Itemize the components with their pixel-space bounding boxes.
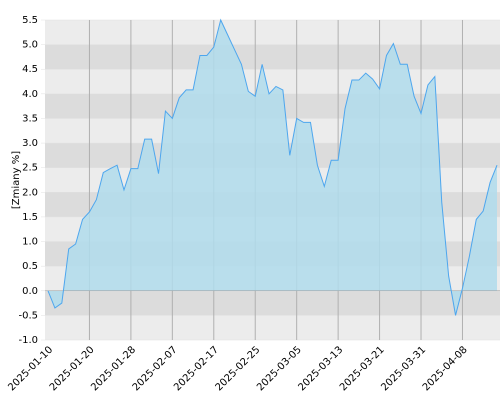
- y-tick-label: 0.5: [22, 261, 38, 272]
- y-tick-label: 1.5: [22, 212, 38, 223]
- y-tick-label: 5.0: [22, 40, 38, 51]
- y-tick-label: 2.5: [22, 163, 38, 174]
- grid-band: [45, 44, 500, 70]
- y-tick-label: 2.0: [22, 187, 38, 198]
- grid-band: [45, 290, 500, 316]
- grid-band: [45, 20, 500, 45]
- y-tick-label: -0.5: [18, 310, 38, 321]
- y-tick-label: 3.0: [22, 138, 38, 149]
- y-tick-label: 4.5: [22, 64, 38, 75]
- y-tick-label: -1.0: [18, 335, 38, 346]
- x-tick-label: 2025-04-08: [421, 344, 470, 393]
- y-tick-label: 0.0: [22, 286, 38, 297]
- area-line: [47, 18, 498, 316]
- area-fill: [48, 20, 497, 316]
- y-tick-label: 3.5: [22, 113, 38, 124]
- grid-band: [45, 315, 500, 340]
- y-tick-label: 5.5: [22, 15, 38, 26]
- y-axis-label: [Zmiany %]: [11, 151, 22, 209]
- y-tick-label: 1.0: [22, 237, 38, 248]
- y-tick-label: 4.0: [22, 89, 38, 100]
